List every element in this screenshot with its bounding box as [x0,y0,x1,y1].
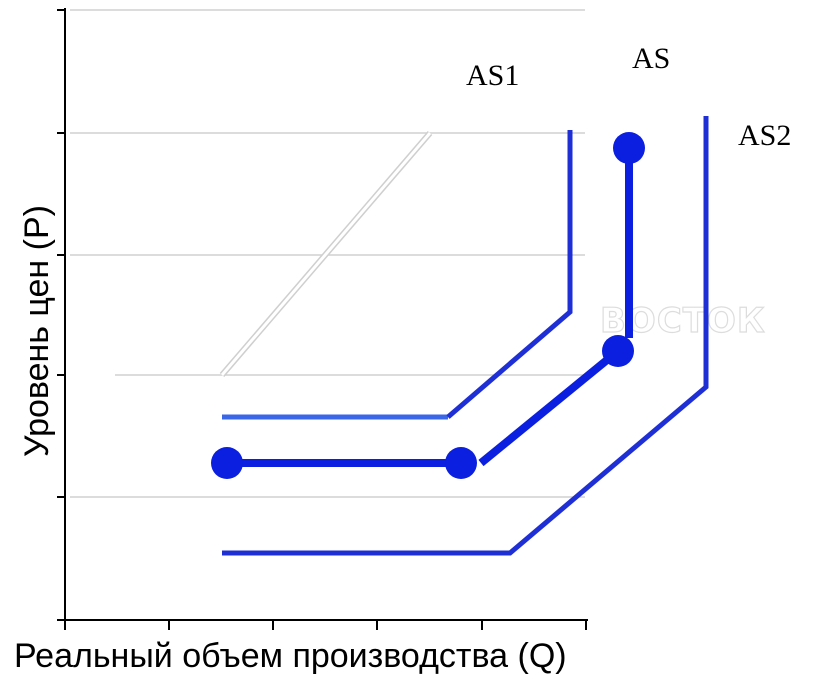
axes [57,8,588,630]
as2-label: AS2 [738,119,791,152]
as-diagonal-segment [478,347,621,467]
as-point [602,335,634,367]
as-point [211,447,243,479]
as-point [445,447,477,479]
ghost-curve [219,131,433,377]
curve-as1 [222,130,573,420]
as-point [613,132,645,164]
as1-label: AS1 [466,59,519,92]
as2-line [222,116,709,556]
as1-upper-segment [446,130,573,419]
y-axis-title: Уровень цен (Р) [18,205,56,457]
watermark: ВОСТОК [600,301,766,341]
as-label: AS [632,42,670,75]
x-axis-title: Реальный объем производства (Q) [14,637,567,675]
curve-as [211,132,645,479]
curve-as2 [222,116,709,556]
